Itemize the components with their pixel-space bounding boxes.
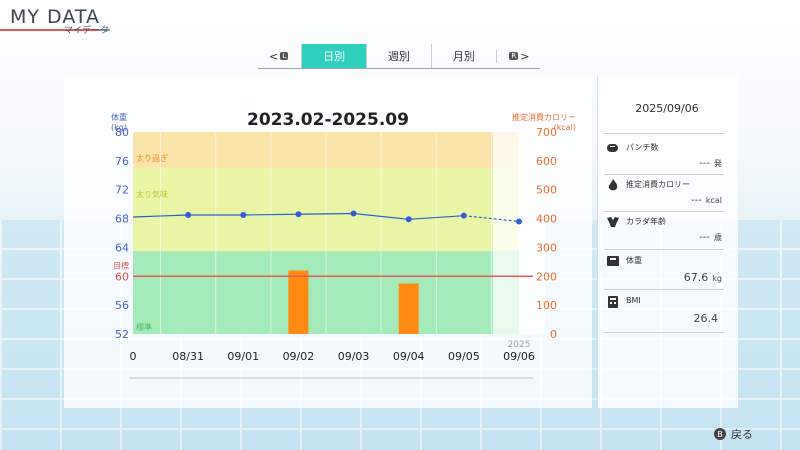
- year-label: 2025: [508, 340, 531, 350]
- stat-weight: 体重 67.6 kg: [604, 251, 724, 289]
- divider: [604, 332, 724, 333]
- x-tick-label: 08/31: [172, 350, 204, 363]
- y-axis-right-label: 推定消費カロリー (kcal): [512, 113, 576, 132]
- divider: [604, 174, 724, 175]
- weight-line-projected: [463, 215, 520, 223]
- y-left-tick-label: 56: [115, 299, 129, 312]
- tab-weekly[interactable]: 週別: [366, 44, 431, 68]
- weight-point: [516, 218, 522, 225]
- calculator-icon: [608, 296, 618, 308]
- y-right-tick-label: 0: [550, 328, 557, 341]
- x-tick-label: 0: [130, 350, 137, 363]
- weight-point: [405, 216, 412, 223]
- l-button-icon: L: [280, 52, 289, 60]
- stat-body-age: カラダ年齢 --- 歳: [604, 212, 724, 250]
- weight-point: [185, 211, 192, 218]
- y-right-tick-label: 100: [536, 299, 557, 312]
- divider: [604, 211, 724, 212]
- period-tabs: < L 日別 週別 月別 R >: [258, 44, 540, 69]
- divider: [604, 249, 724, 250]
- weight-point: [295, 211, 302, 218]
- y-left-tick-label: 68: [115, 213, 129, 226]
- next-tab-button[interactable]: R >: [495, 49, 540, 63]
- weight-line-lead: [132, 214, 189, 218]
- selected-day-highlight: [493, 132, 545, 334]
- weight-point: [350, 210, 357, 217]
- x-tick-label: 09/06: [503, 350, 535, 363]
- chart-title: 2023.02-2025.09: [247, 110, 409, 130]
- y-right-tick-label: 200: [536, 270, 557, 283]
- zone-label: 標準: [136, 322, 152, 332]
- weight-point: [460, 212, 467, 219]
- y-left-tick-label: 76: [115, 155, 129, 168]
- weight-line: [188, 212, 464, 220]
- x-tick-label: 09/03: [338, 350, 370, 363]
- calorie-bar: [288, 270, 309, 334]
- selected-date: 2025/09/06: [635, 102, 699, 115]
- flame-icon: [608, 179, 618, 191]
- r-button-icon: R: [509, 52, 519, 60]
- zone-label: 太り気味: [136, 189, 168, 199]
- muscle-icon: [607, 217, 619, 227]
- tab-daily[interactable]: 日別: [301, 44, 367, 68]
- x-tick-label: 09/02: [283, 350, 315, 363]
- b-button-icon: B: [714, 428, 726, 440]
- back-button[interactable]: B 戻る: [714, 426, 753, 442]
- divider: [604, 289, 724, 290]
- y-left-tick-label: 72: [115, 184, 129, 197]
- stat-bmi: BMI 26.4: [604, 292, 724, 330]
- page-title: MY DATA: [10, 6, 100, 28]
- goal-label: 目標: [113, 260, 129, 270]
- title-underline-end: [98, 29, 110, 31]
- chevron-right-icon: >: [520, 49, 530, 63]
- y-left-tick-label: 52: [115, 328, 129, 341]
- x-tick-label: 09/04: [393, 350, 425, 363]
- divider: [604, 133, 724, 134]
- y-left-tick-label: 60: [115, 270, 129, 283]
- scale-icon: [607, 256, 619, 266]
- title-underline: [0, 29, 98, 31]
- zone-label: 太り過ぎ: [136, 153, 168, 163]
- calorie-bar: [398, 283, 419, 334]
- punch-icon: [607, 144, 618, 152]
- y-right-tick-label: 500: [536, 184, 557, 197]
- x-tick-label: 09/05: [448, 350, 480, 363]
- x-tick-label: 09/01: [227, 350, 259, 363]
- chevron-left-icon: <: [269, 49, 279, 63]
- detail-panel: [597, 76, 738, 408]
- y-axis-left-label: 体重 (kg): [111, 113, 127, 132]
- y-left-tick-label: 80: [115, 126, 129, 139]
- page-subtitle: マイデータ: [64, 26, 110, 36]
- y-right-tick-label: 300: [536, 241, 557, 254]
- y-right-tick-label: 400: [536, 213, 557, 226]
- y-right-tick-label: 700: [536, 126, 557, 139]
- stat-calories: 推定消費カロリー --- kcal: [604, 175, 724, 213]
- stat-punches: パンチ数 --- 発: [604, 138, 724, 176]
- prev-tab-button[interactable]: < L: [258, 50, 301, 63]
- y-left-tick-label: 64: [115, 241, 129, 254]
- y-right-tick-label: 600: [536, 155, 557, 168]
- weight-point: [240, 211, 247, 218]
- tab-monthly[interactable]: 月別: [430, 44, 496, 68]
